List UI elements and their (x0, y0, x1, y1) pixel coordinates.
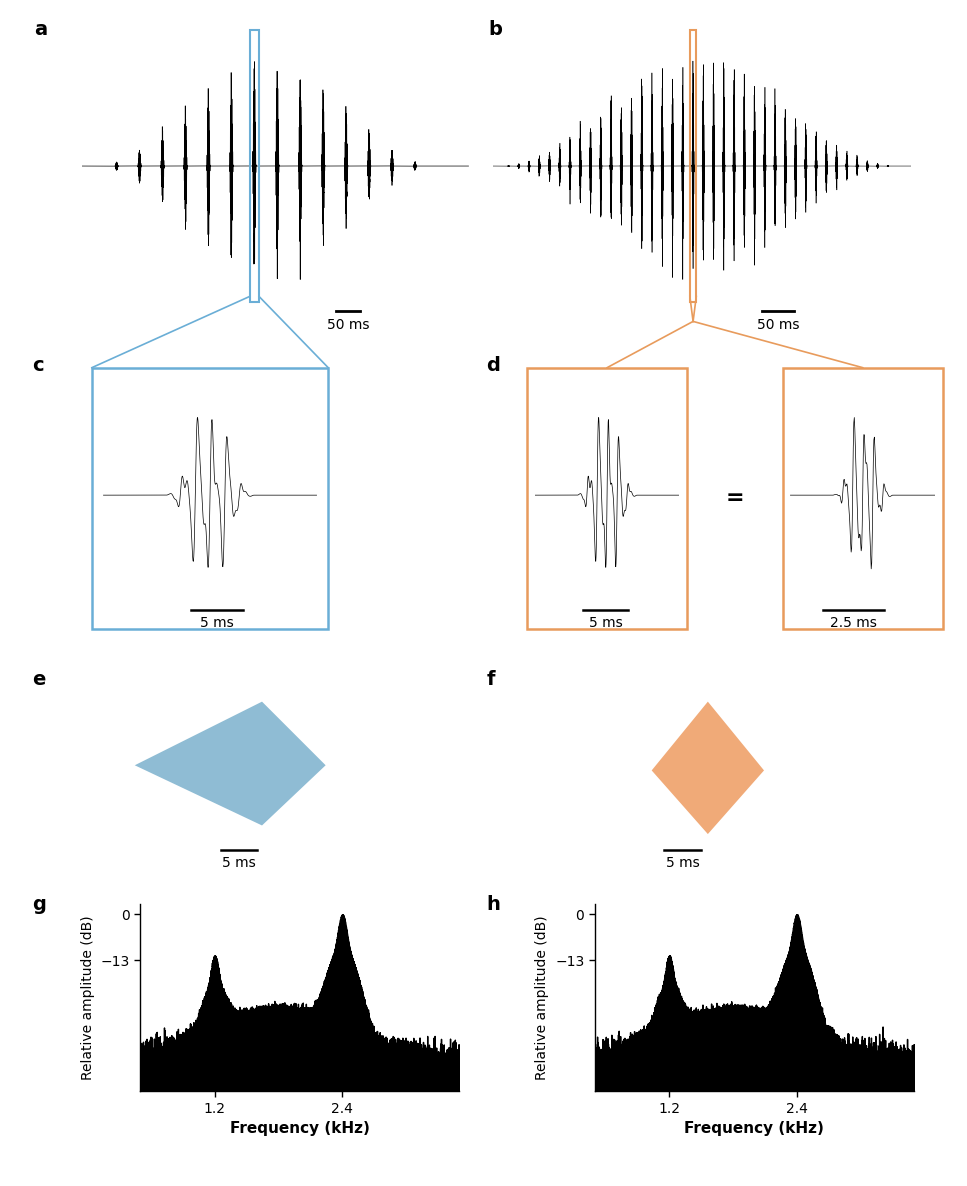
Text: 5 ms: 5 ms (589, 616, 623, 630)
Text: 5 ms: 5 ms (222, 856, 256, 871)
X-axis label: Frequency (kHz): Frequency (kHz) (230, 1121, 369, 1136)
Y-axis label: Relative amplitude (dB): Relative amplitude (dB) (536, 916, 549, 1079)
X-axis label: Frequency (kHz): Frequency (kHz) (685, 1121, 824, 1136)
Text: 5 ms: 5 ms (666, 856, 700, 871)
Text: f: f (486, 670, 495, 689)
Y-axis label: Relative amplitude (dB): Relative amplitude (dB) (81, 916, 95, 1079)
Text: =: = (725, 489, 745, 508)
Text: d: d (486, 356, 500, 375)
Polygon shape (652, 702, 764, 834)
Text: a: a (34, 20, 47, 39)
Text: b: b (488, 20, 502, 39)
Text: g: g (32, 895, 45, 914)
Text: c: c (32, 356, 44, 375)
Text: 2.5 ms: 2.5 ms (830, 616, 877, 630)
Text: 5 ms: 5 ms (200, 616, 234, 630)
Text: h: h (486, 895, 500, 914)
Text: 50 ms: 50 ms (327, 318, 369, 332)
Text: e: e (32, 670, 45, 689)
Text: 50 ms: 50 ms (756, 318, 799, 332)
Polygon shape (134, 702, 326, 825)
